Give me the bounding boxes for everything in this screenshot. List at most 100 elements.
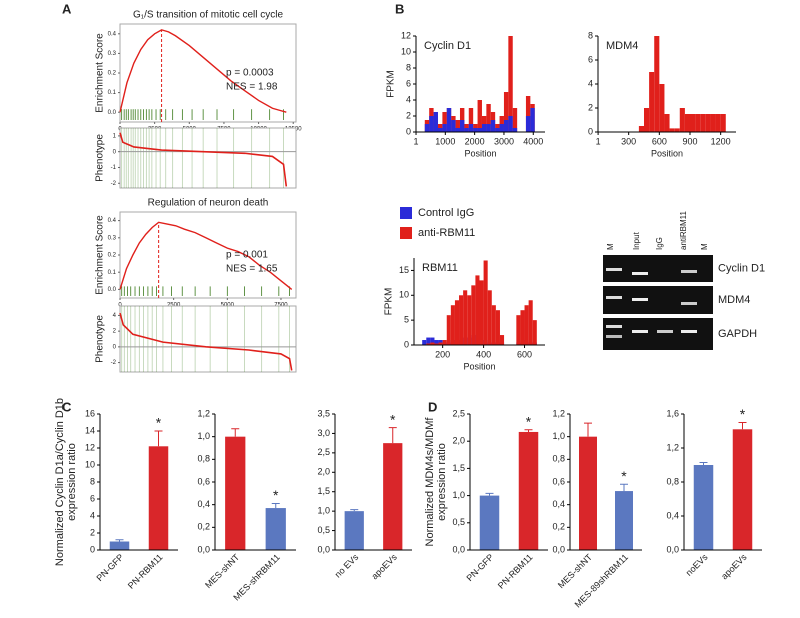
coverage-bar (512, 128, 518, 132)
y-tick-label: 0 (90, 544, 95, 554)
gel-band (632, 330, 648, 333)
significance: * (740, 406, 746, 422)
y-tick-label: 3,5 (317, 408, 330, 418)
lane-label: Input (632, 231, 641, 250)
panel-label: B (395, 1, 404, 16)
y-tick-label: 2,5 (317, 447, 330, 457)
y-tick-label: 0,2 (552, 522, 565, 532)
coverage-bar (528, 300, 533, 345)
coverage-bar (705, 114, 711, 132)
coverage-bar (638, 126, 644, 132)
y-tick-label: 10 (85, 459, 95, 469)
band-label: MDM4 (718, 294, 750, 306)
coverage-bar (512, 108, 518, 132)
x-tick-label: 600 (652, 136, 667, 146)
gel-band (606, 296, 622, 299)
y-tick-label: 0,4 (666, 510, 679, 520)
y-tick-label: 0.1 (108, 270, 117, 276)
y-axis-label: Normalized Cyclin D1a/Cyclin D1b (54, 398, 66, 566)
error-bar (699, 461, 708, 465)
lane-label: M (700, 243, 709, 250)
gel-strip (603, 286, 713, 314)
coverage-bar (499, 124, 504, 132)
coverage-bar (710, 114, 716, 132)
coverage-bar (684, 114, 690, 132)
coverage-bar (426, 337, 431, 345)
x-tick-label: 400 (476, 349, 491, 359)
y-tick-label: 1,0 (197, 431, 210, 441)
gel-band (606, 325, 622, 328)
error-bar (154, 430, 163, 447)
coverage-bar (654, 36, 660, 132)
coverage-bar (446, 108, 452, 132)
y-tick-label: 0,0 (666, 544, 679, 554)
x-tick-label: 4000 (523, 136, 543, 146)
x-tick-label: 3000 (494, 136, 514, 146)
y-tick-label: -2 (111, 181, 117, 187)
y-axis-label: expression ratio (66, 443, 78, 521)
significance: * (156, 415, 162, 431)
y-tick-label: 0.4 (108, 218, 117, 224)
coverage-bar (525, 116, 531, 132)
coverage-bar (491, 305, 496, 345)
coverage-bar (442, 340, 447, 345)
bar (225, 436, 246, 550)
coverage-bar (422, 340, 427, 345)
panel-label: A (62, 1, 72, 16)
coverage-bar (426, 343, 431, 345)
y-tick-label: 12 (85, 442, 95, 452)
gel-strip (603, 318, 713, 350)
y-tick-label: 0,2 (197, 522, 210, 532)
coverage-bar (669, 128, 675, 132)
y-tick-label: 10 (399, 290, 409, 300)
coverage-bar (487, 290, 492, 345)
coverage-bar (438, 342, 443, 345)
y-tick-label: 0.3 (108, 235, 117, 241)
error-bar (524, 429, 533, 432)
x-tick-label: 2000 (465, 136, 485, 146)
y-tick-label: 1,6 (666, 408, 679, 418)
coverage-bar (695, 114, 701, 132)
error-bar (584, 422, 592, 437)
coverage-bar (664, 114, 670, 132)
coverage-bar (454, 300, 460, 345)
bar (148, 446, 169, 550)
y-axis-label: Normalized MDM4s/MDMf (424, 417, 436, 547)
y-tick-label: 0,8 (552, 454, 565, 464)
error-bar (350, 509, 359, 512)
significance: * (526, 413, 532, 429)
y-tick-label: -1 (111, 165, 117, 171)
y-tick-label: 0,8 (666, 476, 679, 486)
coverage-bar (490, 120, 496, 132)
y-tick-label: 4 (113, 313, 117, 319)
y-tick-label: 0.4 (108, 31, 117, 37)
coverage-bar (442, 124, 447, 132)
coverage-bar (508, 116, 513, 132)
coverage-bar (495, 128, 500, 132)
significance: * (273, 487, 279, 503)
coverage-bar (644, 108, 650, 132)
y-tick-label: 1 (113, 133, 117, 139)
y-tick-label: 0.3 (108, 51, 117, 57)
bar (615, 491, 633, 550)
y-tick-label: 0,0 (197, 544, 210, 554)
gene-label: RBM11 (422, 262, 458, 274)
coverage-bar (495, 310, 500, 345)
coverage-bar (481, 124, 487, 132)
x-tick-label: 600 (517, 349, 532, 359)
coverage-bar (430, 337, 435, 345)
coverage-bar (471, 285, 476, 345)
y-tick-label: 0.2 (108, 71, 117, 77)
plot-frame (119, 305, 297, 373)
coverage-bar (455, 120, 460, 132)
coverage-bar (524, 305, 529, 345)
y-tick-label: 0,5 (317, 525, 330, 535)
y-tick-label: 2 (588, 102, 593, 112)
significance: * (390, 411, 396, 427)
coverage-bar (499, 335, 505, 345)
coverage-bar (690, 114, 696, 132)
y-tick-label: 14 (85, 425, 95, 435)
coverage-bar (659, 84, 665, 132)
y-tick-label: 2 (113, 329, 117, 335)
